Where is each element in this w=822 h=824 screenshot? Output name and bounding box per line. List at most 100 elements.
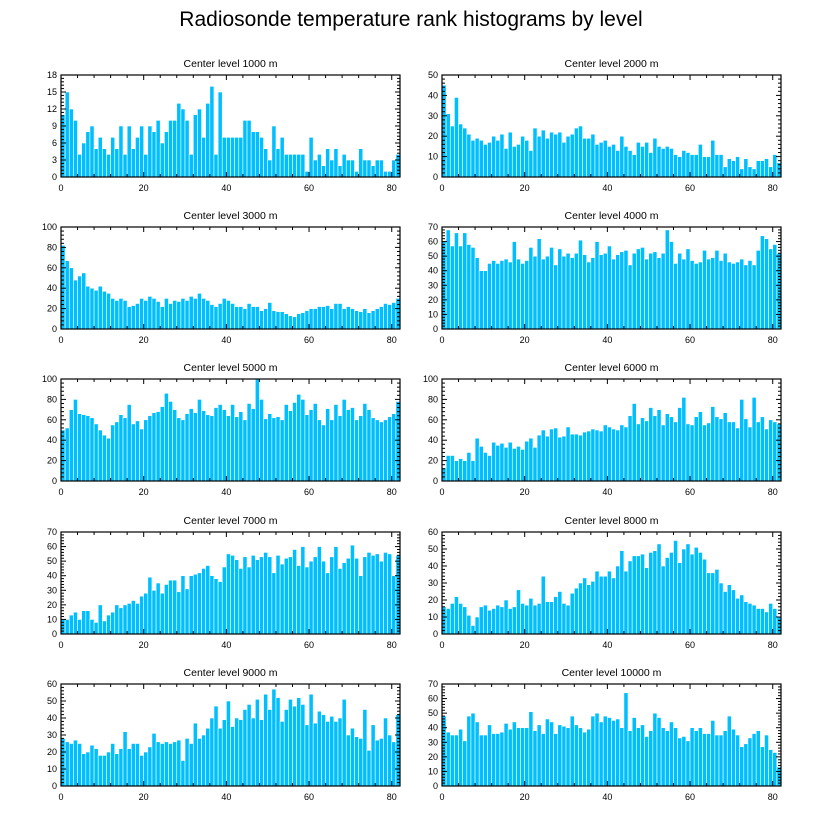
bar [155,301,161,330]
bar [172,300,178,330]
bar [553,133,559,178]
bar [731,421,736,482]
bar [586,261,592,330]
y-tick-label: 50 [428,251,438,261]
bar [180,419,186,482]
bar [631,154,637,178]
bar [627,415,633,482]
bar [197,292,202,330]
bar [470,712,476,787]
bar [337,415,343,482]
bar [507,261,513,330]
bar [68,409,74,482]
bar [714,734,720,787]
bar [180,575,186,635]
bar [607,245,612,330]
bar [466,133,472,178]
bar [114,300,120,330]
bar [660,252,666,330]
bar [635,423,641,482]
bar [569,592,575,635]
bar [308,308,314,330]
bar [135,420,140,482]
bar [292,705,297,787]
bar [304,414,310,482]
bar [540,258,546,330]
bar [549,247,554,330]
y-tick-label: 60 [428,694,438,704]
bar [337,717,343,787]
y-tick-label: 60 [428,237,438,247]
bar [528,711,534,787]
bar [611,144,616,178]
bar [213,705,219,787]
bar [656,146,662,178]
bar [549,721,554,787]
bar [743,418,749,482]
bar [644,142,650,178]
x-tick-label: 20 [520,335,530,345]
bar [507,131,513,178]
y-tick-label: 20 [428,295,438,305]
bar [660,424,666,482]
bar [366,159,372,178]
bar [209,304,215,330]
bar [545,435,550,482]
bar [615,429,621,482]
bar [114,421,120,482]
bar [267,413,273,482]
bar [627,730,633,787]
bar [755,608,761,635]
bar [470,139,476,178]
bar [329,715,335,787]
bar [126,603,132,635]
x-tick-label: 40 [221,792,231,802]
bar [321,165,326,178]
bar [321,714,326,787]
bar [706,733,712,787]
bar [669,416,674,482]
x-tick-label: 0 [58,335,63,345]
bar [681,258,687,330]
plot-frame [60,378,401,482]
bar [449,603,455,635]
bar [619,550,625,635]
bar [333,546,339,635]
bar [391,159,397,178]
bar [201,137,206,178]
y-tick-label: 40 [428,723,438,733]
bar [458,603,463,635]
bar [698,552,703,635]
bar [755,250,761,330]
bar [764,611,769,635]
x-tick-label: 0 [439,487,444,497]
bar [565,727,571,787]
bar [383,419,388,482]
bar [337,303,343,330]
bar [760,416,765,482]
bar [669,552,674,635]
y-tick-label: 60 [428,415,438,425]
bar [454,734,459,787]
bar [735,156,740,178]
bar [760,608,765,635]
bar [578,434,583,482]
x-tick-label: 80 [387,183,397,193]
bar [85,610,91,635]
bar [345,159,351,178]
bar [619,251,625,330]
bar [304,310,310,330]
bar [582,577,587,635]
bar [379,421,384,482]
bar [731,263,736,330]
bar [714,569,720,635]
bar [242,308,248,330]
bar [259,310,264,330]
bar [230,726,235,787]
x-tick-label: 0 [58,792,63,802]
bar [267,302,273,330]
bar [545,137,550,178]
y-tick-label: 80 [47,242,57,252]
bar [499,133,505,178]
bar [722,166,728,178]
